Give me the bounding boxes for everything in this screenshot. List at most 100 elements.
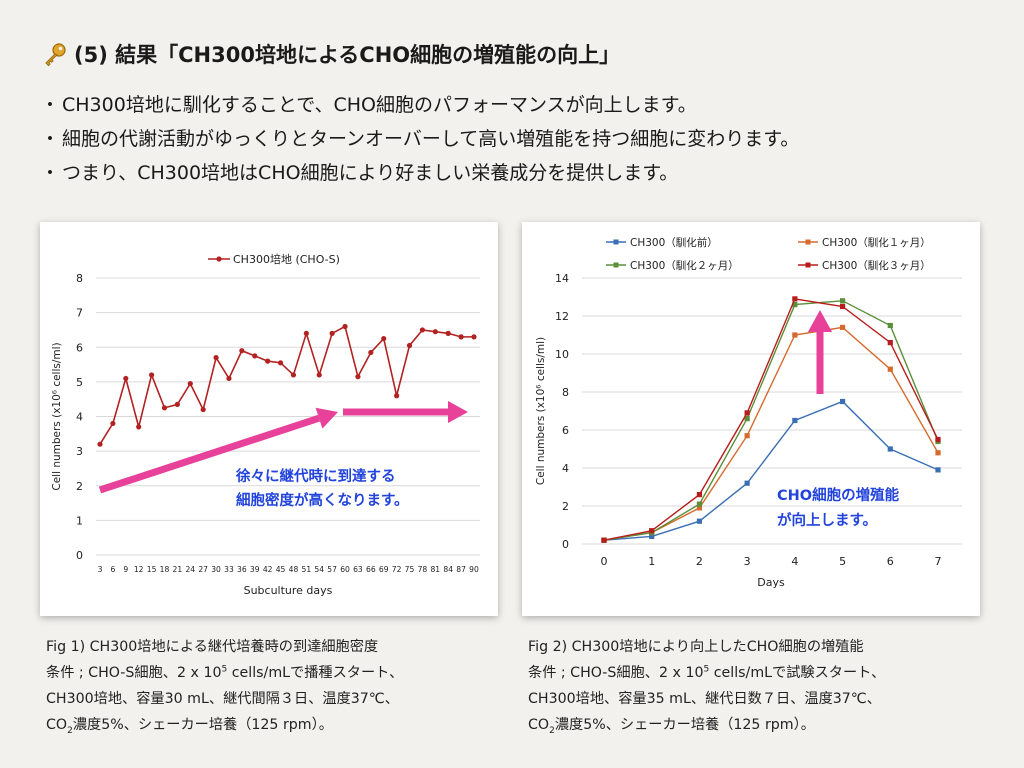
x-tick-label: 3 — [744, 555, 751, 568]
caption-superscript: 5 — [221, 664, 228, 675]
data-point — [792, 417, 798, 424]
caption-superscript: 5 — [703, 664, 710, 675]
data-point — [887, 366, 893, 372]
data-point — [935, 467, 941, 473]
bullet-marker: ・ — [40, 94, 60, 116]
data-point — [213, 355, 219, 361]
series-line-ch300 — [99, 325, 474, 445]
data-point — [649, 528, 655, 534]
y-axis-label: Cell numbers (x10⁶ cells/ml) — [535, 337, 547, 485]
x-tick-label: 54 — [314, 565, 324, 574]
data-point — [148, 372, 155, 378]
caption-subscript: 2 — [67, 725, 73, 736]
data-point — [136, 424, 142, 430]
data-point — [696, 501, 703, 507]
x-tick-label: 48 — [289, 565, 299, 574]
data-point — [316, 372, 322, 378]
y-tick-label: 0 — [562, 538, 569, 551]
data-point — [381, 335, 387, 342]
caption-line: CO2濃度5%、シェーカー培養（125 rpm）。 — [528, 712, 885, 738]
figure-caption-1: Fig 1) CH300培地による継代培養時の到達細胞密度 条件 ; CHO-S… — [46, 634, 403, 738]
y-tick-label: 3 — [76, 445, 83, 458]
annotation-line-1: 徐々に継代時に到達する — [235, 467, 396, 485]
x-tick-label: 39 — [250, 565, 260, 574]
caption-subscript: 2 — [549, 725, 555, 736]
slide-title: (5) 結果「CH300培地によるCHO細胞の増殖能の向上」 — [42, 38, 620, 72]
y-tick-label: 7 — [76, 307, 83, 320]
x-tick-label: 69 — [379, 565, 389, 574]
x-tick-label: 7 — [935, 555, 942, 568]
annotation-line-1: CHO細胞の増殖能 — [777, 486, 900, 504]
bullet-list: ・ CH300培地に馴化することで、CHO細胞のパフォーマンスが向上します。 ・細… — [38, 88, 1008, 190]
caption-line: 条件 ; CHO-S細胞、2 x 105 cells/mLで播種スタート、 — [46, 660, 403, 686]
x-tick-label: 2 — [696, 555, 703, 568]
data-point — [239, 348, 245, 354]
x-tick-label: 5 — [839, 555, 846, 568]
x-tick-label: 21 — [173, 565, 183, 574]
x-tick-label: 6 — [110, 565, 115, 574]
data-point — [329, 330, 335, 336]
x-tick-label: 12 — [134, 565, 144, 574]
legend-label: CH300培地 (CHO-S) — [233, 252, 340, 266]
data-point — [935, 436, 941, 443]
caption-text: CO — [46, 717, 68, 733]
data-point — [839, 398, 846, 405]
legend-marker — [613, 262, 619, 268]
caption-text: cells/mLで試験スタート、 — [709, 665, 886, 681]
legend-label: CH300（馴化前） — [630, 236, 718, 249]
x-tick-label: 75 — [405, 565, 415, 574]
x-tick-label: 87 — [456, 565, 466, 574]
bullet-item: ・ CH300培地に馴化することで、CHO細胞のパフォーマンスが向上します。 — [38, 88, 1008, 122]
data-point — [696, 505, 703, 511]
data-point — [303, 330, 309, 336]
legend-marker — [805, 262, 811, 268]
legend-marker — [805, 239, 811, 245]
x-tick-label: 0 — [601, 555, 608, 568]
data-point — [839, 303, 846, 310]
y-tick-label: 2 — [562, 500, 569, 513]
x-tick-label: 57 — [327, 565, 337, 574]
data-point — [394, 393, 400, 399]
data-point — [110, 420, 116, 427]
data-point — [792, 332, 798, 338]
x-tick-label: 45 — [276, 565, 286, 574]
data-point — [887, 322, 893, 329]
x-tick-label: 42 — [263, 565, 273, 574]
data-point — [200, 406, 206, 413]
data-point — [342, 323, 348, 330]
x-tick-label: 51 — [302, 565, 312, 574]
data-point — [744, 416, 750, 422]
caption-line: Fig 2) CH300培地により向上したCHO細胞の増殖能 — [528, 639, 864, 655]
x-tick-label: 9 — [123, 565, 128, 574]
figure-caption-2: Fig 2) CH300培地により向上したCHO細胞の増殖能 条件 ; CHO-… — [528, 634, 885, 738]
data-point — [792, 296, 798, 302]
x-tick-label: 90 — [469, 565, 479, 574]
series-line — [603, 326, 939, 541]
data-point — [277, 360, 284, 366]
caption-line: CH300培地、容量35 mL、継代日数７日、温度37℃、 — [528, 691, 881, 707]
y-tick-label: 0 — [76, 549, 83, 562]
caption-text: 濃度5%、シェーカー培養（125 rpm）。 — [72, 717, 333, 733]
data-point — [123, 375, 129, 382]
caption-line: CH300培地、容量30 mL、継代間隔３日、温度37℃、 — [46, 691, 399, 707]
chart-panel-fig1: 0 1 2 3 4 5 6 7 8 3 6 9 12 15 18 21 24 27 30 33 36 39 42 45 48 51… — [40, 222, 498, 616]
series-line — [603, 298, 939, 541]
x-tick-label: 72 — [392, 565, 402, 574]
y-tick-label: 10 — [555, 348, 569, 361]
bullet-text: つまり、CH300培地はCHO細胞により好ましい栄養成分を提供します。 — [62, 162, 679, 184]
x-tick-label: 33 — [224, 565, 234, 574]
x-tick-label: 81 — [430, 565, 440, 574]
data-point — [290, 372, 297, 378]
x-tick-label: 66 — [366, 565, 376, 574]
data-point — [406, 342, 413, 349]
data-point — [744, 410, 750, 416]
y-tick-label: 5 — [76, 376, 83, 389]
x-tick-label: 60 — [340, 565, 350, 574]
y-axis-label: Cell numbers (x10⁶ cells/ml) — [51, 342, 63, 490]
data-point — [839, 324, 846, 330]
slide-title-text: (5) 結果「CH300培地によるCHO細胞の増殖能の向上」 — [74, 43, 621, 67]
legend-marker-ch300 — [216, 256, 222, 262]
